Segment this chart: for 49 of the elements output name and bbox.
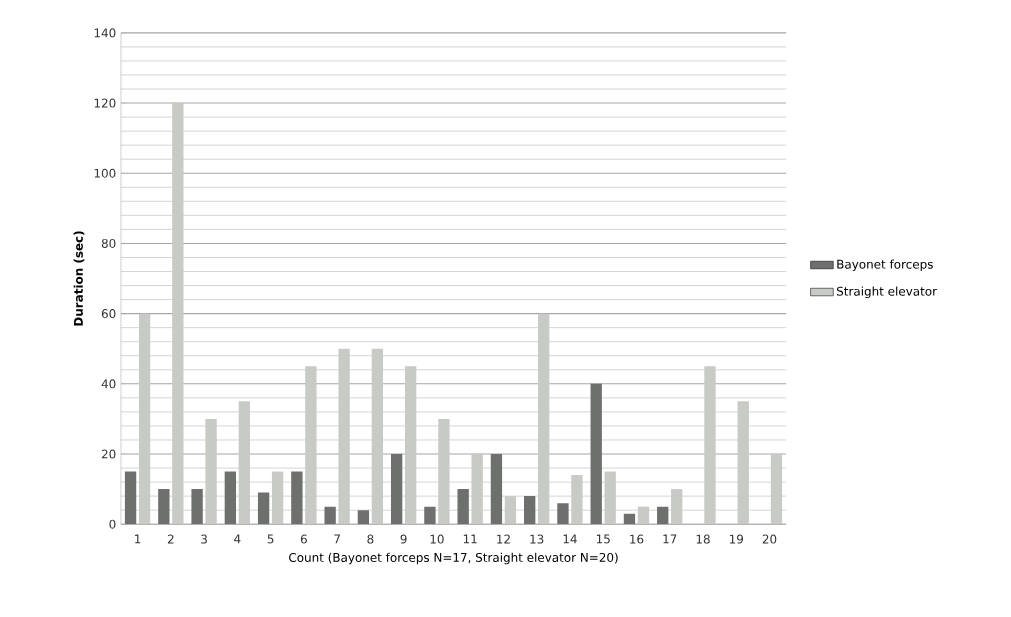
x-axis-title: Count (Bayonet forceps N=17, Straight elevator N=20) xyxy=(289,552,618,565)
y-tick-label: 40 xyxy=(101,379,116,389)
bar xyxy=(657,506,669,525)
x-tick-label: 13 xyxy=(530,534,544,544)
y-tick-label: 100 xyxy=(94,168,116,178)
bar xyxy=(623,513,636,525)
x-tick-label: 10 xyxy=(430,534,444,544)
x-tick-label: 14 xyxy=(563,534,577,544)
bar xyxy=(490,454,503,525)
x-tick-label: 9 xyxy=(400,534,407,544)
x-tick-label: 3 xyxy=(201,534,207,544)
x-tick-label: 16 xyxy=(630,534,644,544)
y-axis-title: Duration (sec) xyxy=(73,231,85,326)
x-tick-label: 5 xyxy=(267,534,274,544)
x-tick-label: 4 xyxy=(234,534,241,544)
x-tick-label: 2 xyxy=(167,534,174,544)
bar xyxy=(524,496,536,525)
bar xyxy=(457,489,469,525)
bar xyxy=(424,506,436,525)
x-tick-label: 17 xyxy=(663,534,677,544)
legend-label: Straight elevator xyxy=(836,286,938,299)
bar xyxy=(158,489,170,525)
bar xyxy=(191,489,203,525)
bar xyxy=(357,510,370,525)
bar xyxy=(291,471,303,525)
bar xyxy=(224,471,237,525)
x-tick-label: 18 xyxy=(696,534,710,544)
y-tick-label: 140 xyxy=(94,28,116,38)
legend-label: Bayonet forceps xyxy=(837,259,933,272)
bar xyxy=(557,503,569,525)
y-tick-label: 0 xyxy=(109,519,116,529)
x-tick-label: 1 xyxy=(135,534,141,544)
bar xyxy=(124,471,137,525)
x-tick-label: 12 xyxy=(497,534,510,544)
x-tick-label: 7 xyxy=(334,534,340,544)
y-tick-label: 120 xyxy=(94,98,116,108)
x-tick-label: 20 xyxy=(762,534,777,544)
bar xyxy=(590,383,602,525)
x-tick-label: 19 xyxy=(729,534,744,544)
y-tick-label: 80 xyxy=(101,239,116,249)
x-tick-label: 11 xyxy=(463,534,477,544)
x-tick-label: 8 xyxy=(367,534,374,544)
y-tick-label: 20 xyxy=(101,449,116,459)
x-tick-label: 6 xyxy=(300,534,307,544)
bar xyxy=(324,506,336,525)
y-tick-label: 60 xyxy=(101,309,116,319)
x-tick-label: 15 xyxy=(596,534,610,544)
bar xyxy=(390,454,403,525)
bar xyxy=(257,492,270,525)
